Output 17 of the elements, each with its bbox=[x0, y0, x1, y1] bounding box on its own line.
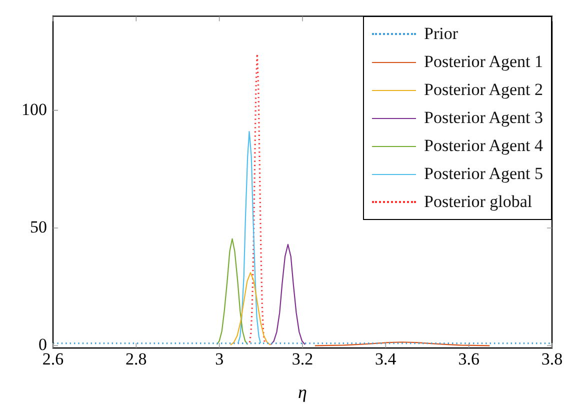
y-tick-label: 50 bbox=[30, 217, 47, 236]
legend-label: Posterior global bbox=[424, 191, 532, 214]
x-axis-title: η bbox=[298, 382, 308, 402]
x-tick-label: 3.2 bbox=[292, 350, 314, 369]
legend-label: Posterior Agent 1 bbox=[424, 51, 543, 74]
x-tick-label: 2.8 bbox=[126, 350, 147, 369]
x-tick-label: 3.6 bbox=[458, 350, 480, 369]
legend-label: Posterior Agent 5 bbox=[424, 163, 543, 186]
legend-label: Posterior Agent 2 bbox=[424, 79, 543, 102]
legend-label: Posterior Agent 4 bbox=[424, 135, 543, 158]
y-tick-label: 100 bbox=[22, 100, 47, 119]
x-tick-label: 3 bbox=[215, 350, 224, 369]
x-tick-label: 3.8 bbox=[541, 350, 563, 369]
x-tick-label: 3.4 bbox=[375, 350, 397, 369]
legend-label: Prior bbox=[424, 23, 458, 46]
line-series bbox=[248, 53, 266, 344]
legend-label: Posterior Agent 3 bbox=[424, 107, 543, 130]
